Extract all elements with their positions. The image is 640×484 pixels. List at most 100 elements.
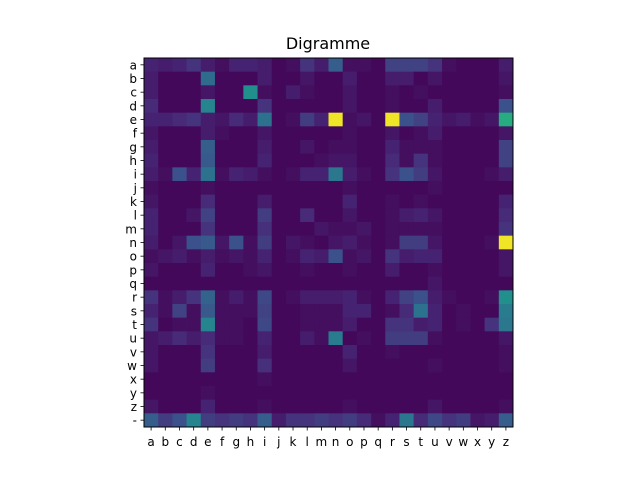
- heatmap-cell-n-q: [371, 235, 386, 250]
- heatmap-cell-q-c: [172, 276, 187, 291]
- heatmap-cell-q-l: [300, 276, 315, 291]
- heatmap-cell-z-u: [427, 399, 443, 414]
- heatmap-cell-j-p: [356, 181, 372, 196]
- heatmap-cell-r-l: [300, 290, 315, 305]
- heatmap-cell-e-k: [285, 112, 301, 127]
- heatmap-cell-m-o: [342, 222, 358, 237]
- y-tick-label: d: [129, 99, 137, 113]
- heatmap-cell-d-x: [470, 99, 486, 114]
- heatmap-cell-f-i: [257, 126, 273, 141]
- heatmap-cell-h-c: [172, 153, 187, 168]
- heatmap-cell-c-n: [328, 85, 344, 100]
- heatmap-cell-z-s: [399, 399, 415, 414]
- y-tick-label: o: [130, 250, 137, 264]
- heatmap-cell-f-h: [243, 126, 258, 141]
- heatmap-cell-l-x: [470, 208, 486, 223]
- heatmap-cell-u-d: [186, 331, 202, 346]
- heatmap-cell-f-f: [214, 126, 230, 141]
- heatmap-cell-c-j: [271, 85, 287, 100]
- heatmap-cell-h-a: [144, 153, 159, 168]
- heatmap-cell-n-x: [470, 235, 486, 250]
- heatmap-cell-h-u: [427, 153, 443, 168]
- heatmap-cell-s-t: [413, 304, 429, 319]
- heatmap-cell-v-i: [257, 345, 273, 360]
- heatmap-cell-d-f: [214, 99, 230, 114]
- heatmap-cell-t-f: [214, 317, 230, 332]
- heatmap-cell-d-c: [172, 99, 187, 114]
- heatmap-cell-t-m: [314, 317, 329, 332]
- heatmap-cell-c-c: [172, 85, 187, 100]
- heatmap-cell-e-x: [470, 112, 486, 127]
- heatmap-cell-v-q: [371, 345, 386, 360]
- heatmap-cell-l-v: [442, 208, 457, 223]
- heatmap-cell-d-z: [498, 99, 514, 114]
- heatmap-cell-y-v: [442, 386, 457, 401]
- heatmap-cell-s-y: [484, 304, 500, 319]
- heatmap-cell-n-v: [442, 235, 457, 250]
- heatmap-cell-x-v: [442, 372, 457, 387]
- heatmap-cell-z-j: [271, 399, 287, 414]
- heatmap-cell-d-o: [342, 99, 358, 114]
- heatmap-cell-t-n: [328, 317, 344, 332]
- heatmap-cell-j-n: [328, 181, 344, 196]
- y-tick-label: l: [134, 209, 137, 223]
- heatmap-cell-j-z: [498, 181, 514, 196]
- heatmap-cell-p-w: [456, 263, 471, 278]
- heatmap-cell-l-s: [399, 208, 415, 223]
- heatmap-cell-o-t: [413, 249, 429, 264]
- heatmap-cell-m-z: [498, 222, 514, 237]
- heatmap-cell-g-l: [300, 140, 315, 155]
- heatmap-cell---c: [172, 413, 187, 428]
- heatmap-cell-k-u: [427, 194, 443, 209]
- heatmap-cell-a-v: [442, 58, 457, 73]
- heatmap-cell-x-b: [158, 372, 173, 387]
- heatmap-cell-k-c: [172, 194, 187, 209]
- heatmap-cell-y-x: [470, 386, 486, 401]
- heatmap-cell-w-s: [399, 358, 415, 373]
- heatmap-cell-r-p: [356, 290, 372, 305]
- heatmap-cell-j-e: [200, 181, 216, 196]
- heatmap-cell-e-r: [385, 112, 400, 127]
- heatmap-cell-q-i: [257, 276, 273, 291]
- heatmap-cell-p-s: [399, 263, 415, 278]
- heatmap-cell-l-h: [243, 208, 258, 223]
- heatmap-cell---e: [200, 413, 216, 428]
- heatmap-cell-j-b: [158, 181, 173, 196]
- x-tick-label: z: [503, 435, 509, 449]
- heatmap-cell---j: [271, 413, 287, 428]
- heatmap-cell-w-v: [442, 358, 457, 373]
- heatmap-cell-t-s: [399, 317, 415, 332]
- heatmap-cell-m-s: [399, 222, 415, 237]
- heatmap-cell-v-k: [285, 345, 301, 360]
- heatmap-cell-v-v: [442, 345, 457, 360]
- y-tick-label: h: [129, 154, 137, 168]
- heatmap-cell-f-j: [271, 126, 287, 141]
- x-tick-label: b: [161, 435, 169, 449]
- heatmap-cell-c-b: [158, 85, 173, 100]
- heatmap-cell-p-g: [229, 263, 244, 278]
- heatmap-cell-s-u: [427, 304, 443, 319]
- heatmap-cell-z-b: [158, 399, 173, 414]
- heatmap-cell-x-x: [470, 372, 486, 387]
- heatmap-cell-n-a: [144, 235, 159, 250]
- heatmap-cell-s-x: [470, 304, 486, 319]
- heatmap-cell-f-g: [229, 126, 244, 141]
- x-tick-label: n: [332, 435, 340, 449]
- heatmap-cell---p: [356, 413, 372, 428]
- heatmap-cell-i-x: [470, 167, 486, 182]
- heatmap-cell-a-o: [342, 58, 358, 73]
- heatmap-cell-b-p: [356, 71, 372, 86]
- heatmap-cell-e-s: [399, 112, 415, 127]
- heatmap-cell-f-l: [300, 126, 315, 141]
- heatmap-cell-c-y: [484, 85, 500, 100]
- heatmap-cell-k-x: [470, 194, 486, 209]
- heatmap-cell---t: [413, 413, 429, 428]
- heatmap-cell-o-d: [186, 249, 202, 264]
- heatmap-cell-r-k: [285, 290, 301, 305]
- heatmap-cell-j-a: [144, 181, 159, 196]
- heatmap-cell-y-e: [200, 386, 216, 401]
- heatmap-cell-o-s: [399, 249, 415, 264]
- heatmap-cell-c-w: [456, 85, 471, 100]
- heatmap-cell-w-p: [356, 358, 372, 373]
- heatmap-cell-n-g: [229, 235, 244, 250]
